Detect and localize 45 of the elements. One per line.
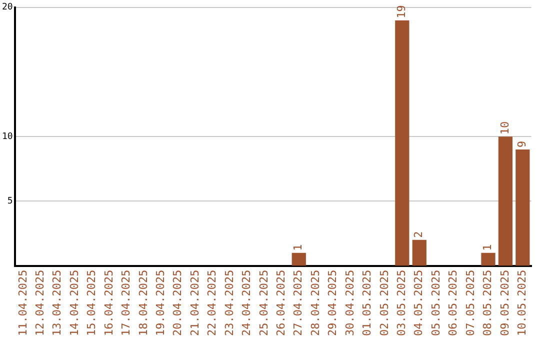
- x-tick-label: 18.04.2025: [136, 270, 150, 336]
- x-tick-label: 28.04.2025: [308, 270, 322, 336]
- x-tick-label: 27.04.2025: [292, 270, 305, 336]
- data-label: 10: [498, 121, 512, 135]
- bar: [412, 240, 426, 266]
- x-tick-label: 22.04.2025: [206, 270, 219, 336]
- y-tick-label: 5: [7, 196, 13, 207]
- x-tick-label: 16.04.2025: [102, 270, 116, 336]
- bar: [292, 252, 306, 266]
- x-tick-label: 14.04.2025: [68, 270, 81, 336]
- x-tick-label: 20.04.2025: [171, 270, 184, 336]
- x-tick-label: 11.04.2025: [16, 270, 30, 336]
- x-tick-label: 25.04.2025: [257, 270, 270, 336]
- x-tick-label: 02.05.2025: [378, 270, 391, 336]
- x-tick-label: 13.04.2025: [50, 270, 64, 336]
- x-tick-label: 19.04.2025: [154, 270, 168, 336]
- bar: [481, 252, 496, 266]
- x-tick-label: 15.04.2025: [85, 270, 98, 336]
- bar: [395, 20, 410, 266]
- data-label: 1: [292, 244, 305, 251]
- x-tick-label: 24.04.2025: [240, 270, 254, 336]
- x-tick-label: 03.05.2025: [395, 270, 408, 336]
- x-tick-label: 29.04.2025: [326, 270, 340, 336]
- x-tick-label: 04.05.2025: [412, 270, 426, 336]
- data-label: 1: [481, 244, 494, 251]
- x-tick-label: 12.04.2025: [34, 270, 47, 336]
- bar: [516, 150, 530, 266]
- x-tick-label: 06.05.2025: [446, 270, 460, 336]
- x-tick-label: 07.05.2025: [464, 270, 477, 336]
- data-label: 9: [516, 140, 529, 148]
- x-tick-label: 05.05.2025: [429, 270, 442, 336]
- x-tick-label: 01.05.2025: [360, 270, 374, 336]
- x-tick-label: 17.04.2025: [120, 270, 133, 336]
- x-tick-label: 21.04.2025: [188, 270, 202, 336]
- y-tick-label: 10: [2, 132, 13, 142]
- x-tick-label: 08.05.2025: [481, 270, 494, 336]
- x-tick-label: 10.05.2025: [516, 270, 529, 336]
- x-tick-label: 09.05.2025: [498, 270, 512, 336]
- y-tick-label: 20: [2, 2, 13, 13]
- data-label: 2: [412, 231, 426, 238]
- x-tick-label: 23.04.2025: [222, 270, 236, 336]
- data-label: 19: [395, 5, 408, 18]
- x-tick-label: 26.04.2025: [274, 270, 288, 336]
- x-tick-label: 30.04.2025: [343, 270, 356, 336]
- bar: [498, 136, 513, 266]
